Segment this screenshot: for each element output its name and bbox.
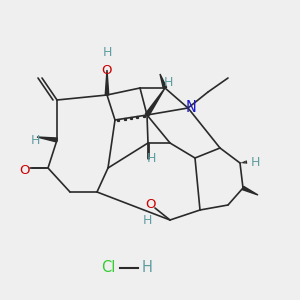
Text: H: H xyxy=(142,214,152,226)
Polygon shape xyxy=(145,88,165,116)
Text: Cl: Cl xyxy=(101,260,115,275)
Text: N: N xyxy=(186,100,196,116)
Polygon shape xyxy=(242,186,258,195)
Text: H: H xyxy=(146,152,156,166)
Text: H: H xyxy=(102,46,112,59)
Polygon shape xyxy=(37,137,57,142)
Text: H: H xyxy=(30,134,40,146)
Polygon shape xyxy=(105,70,109,95)
Text: H: H xyxy=(250,155,260,169)
Text: O: O xyxy=(145,197,155,211)
Text: O: O xyxy=(19,164,29,176)
Text: O: O xyxy=(102,64,112,76)
Text: H: H xyxy=(142,260,152,275)
Text: H: H xyxy=(163,76,173,89)
Polygon shape xyxy=(160,74,166,88)
